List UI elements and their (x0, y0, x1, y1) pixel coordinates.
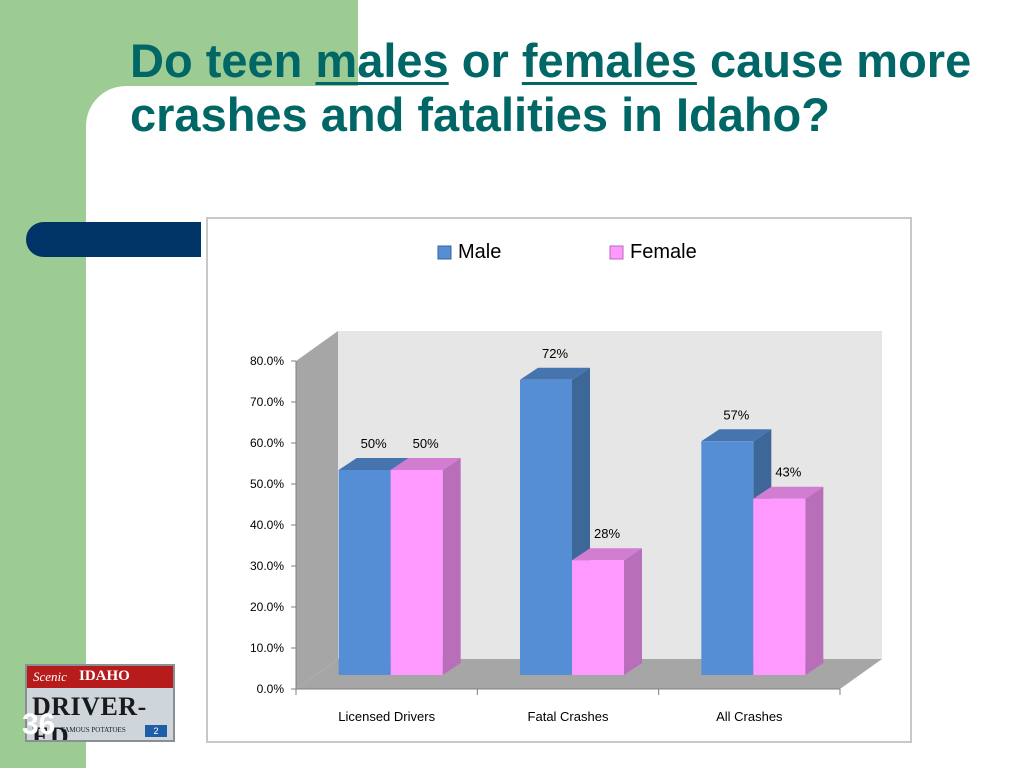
slide-title: Do teen males or females cause more cras… (130, 34, 990, 142)
title-part-5: cause more crashes and fatalities in Ida… (130, 34, 972, 141)
bar-side (805, 486, 824, 675)
bar-value-label: 50% (413, 436, 439, 451)
bar-female (572, 560, 624, 675)
legend-swatch-female (609, 245, 624, 260)
title-word-females: females (521, 34, 697, 87)
y-tick-label: 70.0% (250, 395, 284, 409)
y-tick-label: 10.0% (250, 641, 284, 655)
y-tick-label: 50.0% (250, 477, 284, 491)
bar-male (520, 379, 572, 675)
bar-female (753, 498, 806, 675)
bar-top (520, 367, 590, 380)
logo-state-text: IDAHO (79, 668, 130, 684)
chart-frame: 0.0% 10.0% 20.0% 30.0% 40.0% 50.0% 60.0% 70.0% 8… (206, 217, 912, 743)
bar-top (572, 548, 642, 561)
y-tick-label: 0.0% (257, 682, 285, 696)
logo-bottom-text: FAMOUS POTATOES (61, 726, 126, 734)
bar-top (338, 458, 409, 470)
bar-male (338, 470, 391, 675)
y-tick-label: 80.0% (250, 354, 284, 368)
chart-side-wall (296, 331, 338, 689)
bar-side (624, 548, 642, 675)
logo-main-text: DRIVER-ED (32, 692, 147, 742)
driver-ed-license-plate-logo: Scenic IDAHO DRIVER-ED FAMOUS POTATOES 2 (25, 664, 175, 742)
logo-red-banner (27, 666, 173, 688)
logo-script-text: Scenic (33, 669, 67, 684)
bar-value-label: 72% (542, 346, 568, 361)
title-part-1: Do teen (130, 34, 316, 87)
legend-label: Male (458, 241, 501, 263)
x-category-label: All Crashes (716, 709, 783, 724)
bar-top (753, 486, 824, 499)
top-white-area (358, 0, 1024, 90)
y-tick-label: 30.0% (250, 559, 284, 573)
y-tick-label: 60.0% (250, 436, 284, 450)
bar-value-label: 43% (775, 465, 801, 480)
x-category-label: Fatal Crashes (528, 709, 609, 724)
legend-swatch-male (437, 245, 452, 260)
bar-male (701, 441, 754, 675)
legend-label: Female (630, 241, 697, 263)
bar-chart: 0.0% 10.0% 20.0% 30.0% 40.0% 50.0% 60.0% 70.0% 8… (250, 241, 882, 724)
bar-top (390, 458, 461, 470)
bar-value-label: 28% (594, 526, 620, 541)
x-category-label: Licensed Drivers (338, 709, 435, 724)
slide-number: 36 (22, 708, 56, 741)
bar-female (390, 470, 443, 675)
y-tick-label: 40.0% (250, 518, 284, 532)
accent-bar (26, 222, 201, 257)
y-tick-label: 20.0% (250, 600, 284, 614)
title-part-3: or (448, 34, 522, 87)
bar-value-label: 50% (361, 436, 387, 451)
bar-side (442, 458, 461, 675)
bar-top (701, 429, 772, 442)
logo-sticker: 2 (145, 725, 167, 737)
title-word-males: males (315, 34, 449, 87)
bar-value-label: 57% (723, 407, 749, 422)
